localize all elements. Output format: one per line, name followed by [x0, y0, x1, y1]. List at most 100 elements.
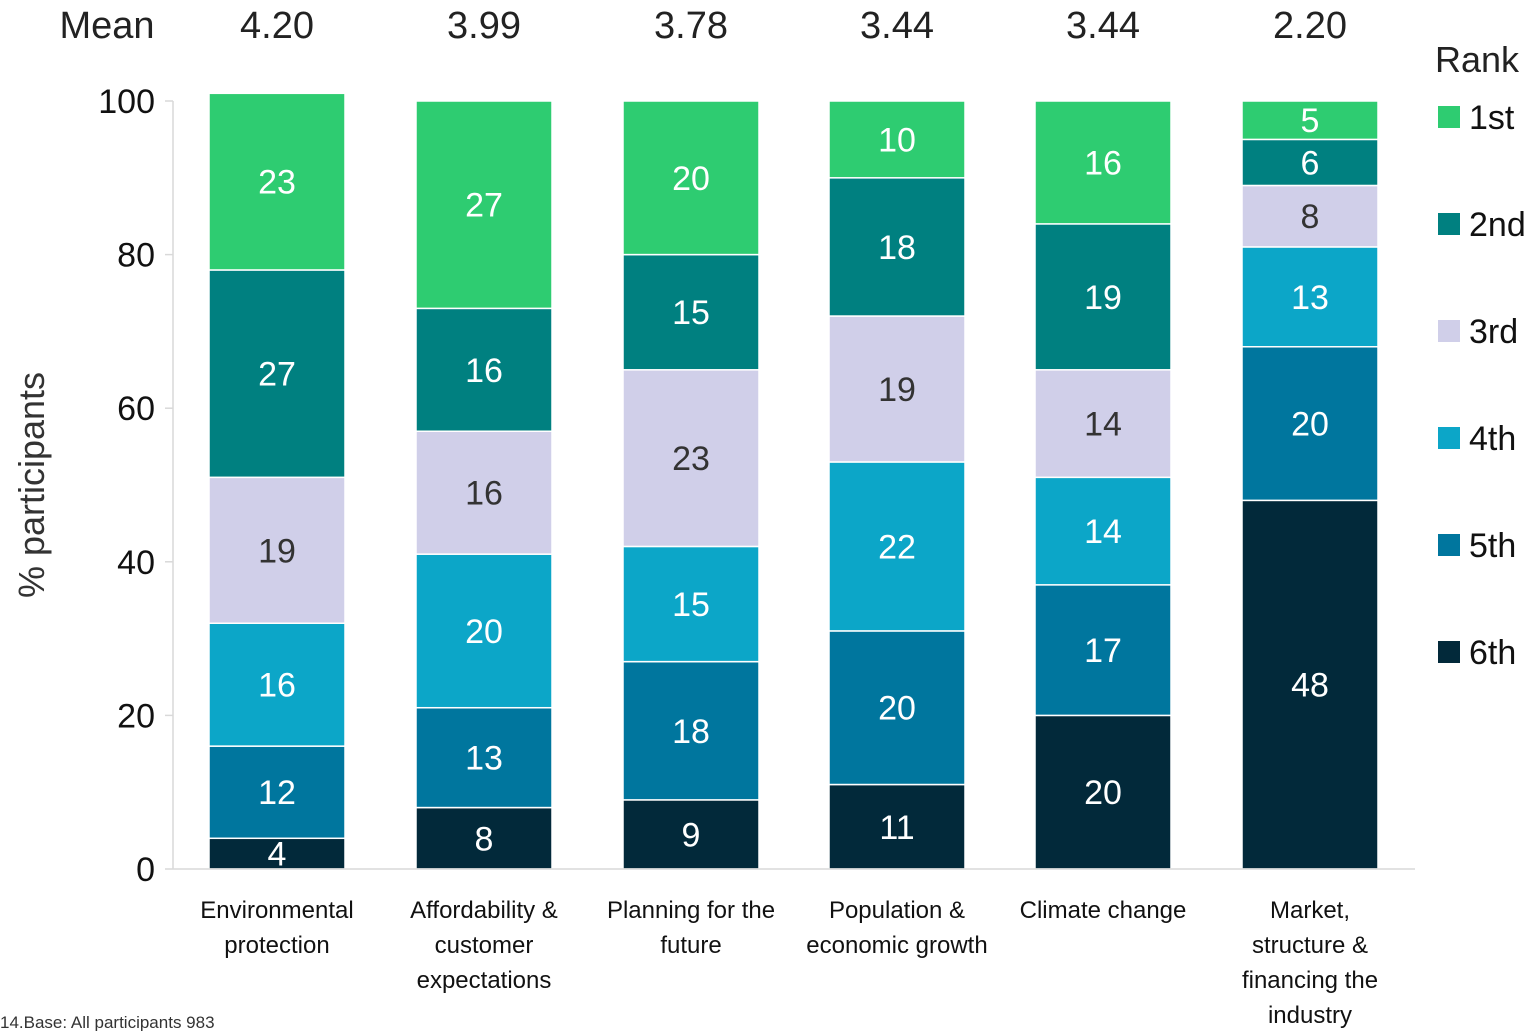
legend-swatch: [1438, 641, 1460, 663]
data-label: 20: [1084, 774, 1122, 812]
legend-label: 3rd: [1469, 313, 1518, 351]
y-tick-label: 20: [117, 697, 155, 735]
data-label: 19: [1084, 279, 1122, 317]
legend-label: 5th: [1469, 527, 1516, 565]
bar-stack: 9 18 15 23 15 20: [622, 100, 760, 870]
data-label: 10: [878, 121, 916, 159]
legend-label: 6th: [1469, 634, 1516, 672]
bar-segment: [622, 100, 760, 256]
legend-item: 2nd: [1438, 206, 1526, 244]
data-label: 14: [1084, 406, 1122, 444]
data-label: 20: [465, 613, 503, 651]
y-tick-label: 80: [117, 237, 155, 275]
legend-swatch: [1438, 427, 1460, 449]
legend-swatch: [1438, 213, 1460, 235]
y-tick-label: 0: [136, 851, 155, 889]
y-tick-label: 40: [117, 544, 155, 582]
bar-segment: [828, 461, 966, 632]
mean-value: 4.20: [240, 5, 314, 47]
y-tick-label: 60: [117, 390, 155, 428]
legend-item: 3rd: [1438, 313, 1518, 351]
bar-segment: [622, 369, 760, 548]
bar-segment: [1034, 369, 1172, 479]
data-label: 27: [465, 187, 503, 225]
data-label: 20: [878, 690, 916, 728]
bar-segment: [828, 315, 966, 463]
data-label: 48: [1291, 667, 1329, 705]
data-label: 16: [258, 667, 296, 705]
mean-value: 3.44: [1066, 5, 1140, 47]
legend-item: 6th: [1438, 634, 1516, 672]
data-label: 16: [465, 475, 503, 513]
data-label: 16: [1084, 144, 1122, 182]
bar-segment: [415, 806, 553, 870]
data-label: 14: [1084, 513, 1122, 551]
legend-item: 5th: [1438, 527, 1516, 565]
legend-label: 2nd: [1469, 206, 1526, 244]
bar-stack: 8 13 20 16 16 27: [415, 100, 553, 870]
bar-segment: [828, 630, 966, 786]
legend-label: 1st: [1469, 99, 1515, 137]
bar-segment: [208, 92, 346, 271]
legend: Rank 1st 2nd 3rd 4th 5th 6th: [1435, 39, 1526, 672]
bar-segment: [208, 476, 346, 624]
data-label: 20: [672, 160, 710, 198]
y-axis-label: % participants: [11, 372, 52, 598]
data-label: 19: [258, 532, 296, 570]
x-tick-label: Market, structure & financing the industry: [1242, 897, 1378, 1029]
bar-stack: 20 17 14 14 19 16: [1034, 100, 1172, 870]
data-label: 6: [1301, 144, 1320, 182]
legend-item: 4th: [1438, 420, 1516, 458]
legend-swatch: [1438, 106, 1460, 128]
data-label: 15: [672, 294, 710, 332]
bar-segment: [828, 177, 966, 317]
bar-segment: [208, 269, 346, 479]
x-tick-label: Population & economic growth: [806, 897, 987, 959]
y-tick-label: 100: [98, 83, 155, 121]
bar-segment: [415, 553, 553, 709]
bar-segment: [828, 783, 966, 870]
bar-stack: 4 12 16 19 27 23: [208, 92, 346, 874]
data-label: 11: [879, 809, 914, 847]
bar-segment: [622, 545, 760, 663]
bar-segment: [1241, 346, 1379, 502]
data-label: 17: [1084, 632, 1122, 670]
x-tick-label: Affordability & customer expectations: [410, 897, 558, 994]
mean-value: 3.78: [654, 5, 728, 47]
x-tick-label: Climate change: [1020, 897, 1187, 924]
x-axis: Environmental protection Affordability & cu…: [173, 868, 1415, 1029]
bar-segment: [208, 622, 346, 747]
bar-segment: [1034, 100, 1172, 225]
bar-segment: [622, 253, 760, 371]
data-label: 8: [1301, 198, 1320, 236]
data-label: 23: [672, 440, 710, 478]
bar-segment: [415, 307, 553, 432]
bar-segment: [828, 100, 966, 179]
data-label: 8: [475, 820, 494, 858]
means-row: Mean 4.20 3.99 3.78 3.44 3.44 2.20: [59, 5, 1347, 47]
mean-value: 3.44: [860, 5, 934, 47]
data-label: 22: [878, 528, 916, 566]
bar-segment: [415, 430, 553, 555]
data-label: 9: [682, 816, 701, 854]
data-label: 23: [258, 164, 296, 202]
mean-value: 3.99: [447, 5, 521, 47]
x-tick-label: Planning for the future: [607, 897, 775, 959]
data-label: 15: [672, 586, 710, 624]
data-label: 13: [1291, 279, 1329, 317]
bar-stack: 48 20 13 8 6 5: [1241, 100, 1379, 870]
mean-label: Mean: [59, 5, 154, 47]
data-label: 12: [258, 774, 296, 812]
legend-swatch: [1438, 534, 1460, 556]
data-label: 4: [268, 836, 287, 874]
bar-segment: [1034, 714, 1172, 870]
data-label: 5: [1301, 102, 1320, 140]
bar-segment: [415, 100, 553, 310]
bar-segment: [415, 706, 553, 809]
data-label: 19: [878, 371, 916, 409]
legend-swatch: [1438, 320, 1460, 342]
bar-segment: [1241, 184, 1379, 248]
bar-segment: [622, 660, 760, 801]
bars: 4121619272381320161627918152315201120221…: [208, 92, 1379, 874]
data-label: 13: [465, 740, 503, 778]
